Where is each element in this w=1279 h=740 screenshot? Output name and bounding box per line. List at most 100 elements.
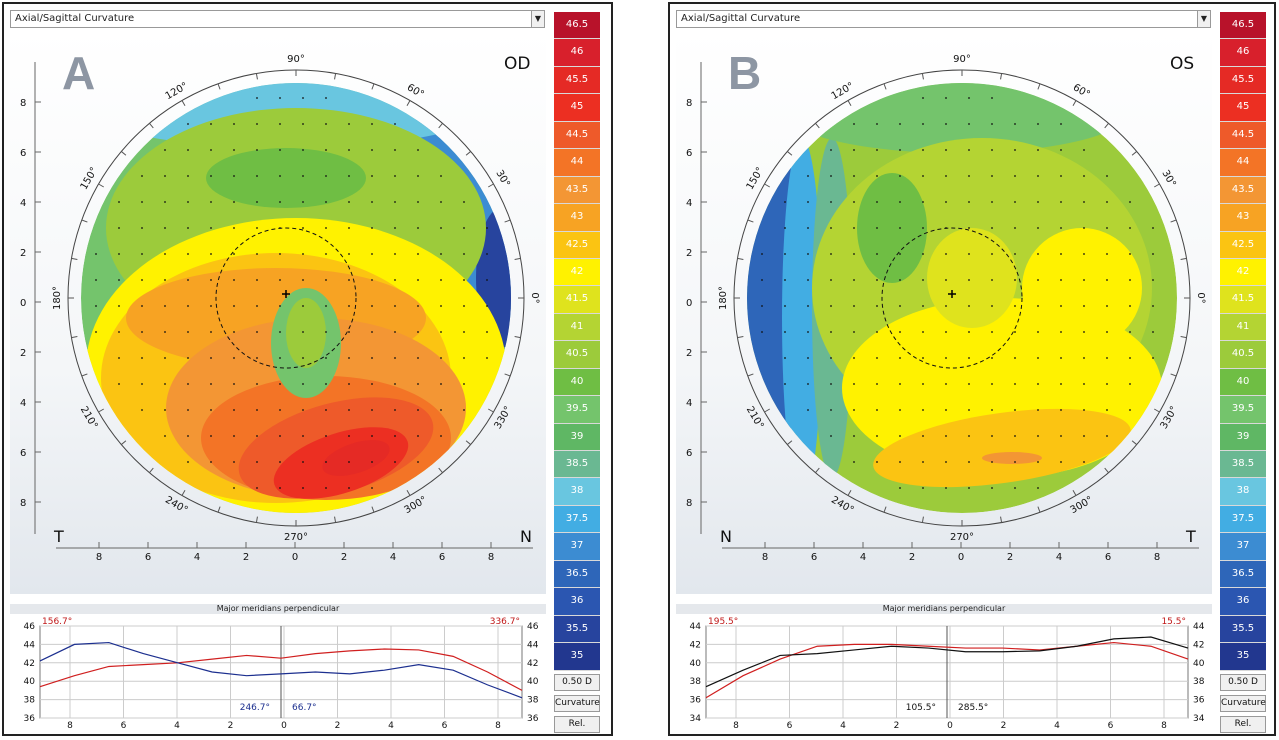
measurement-dot [1014, 253, 1016, 255]
measurement-dot [968, 123, 970, 125]
measurement-dot [1037, 227, 1039, 229]
scale-cell: 46 [554, 39, 600, 67]
measurement-dot [807, 331, 809, 333]
scale-cell: 35 [554, 643, 600, 671]
graph-title: Major meridians perpendicular [10, 604, 546, 614]
curvature-map-os[interactable]: 90°60°30°0°330°300°270°240°210°180°150°1… [674, 40, 1214, 560]
measurement-dot [279, 461, 281, 463]
measurement-dot [945, 357, 947, 359]
measurement-dot [1129, 227, 1131, 229]
measurement-dot [210, 305, 212, 307]
measurement-dot [945, 461, 947, 463]
measurement-dot [922, 97, 924, 99]
measurement-dot [279, 149, 281, 151]
measurement-dot [417, 305, 419, 307]
measurement-dot [348, 149, 350, 151]
protractor-tick [438, 467, 443, 473]
protractor-tick [1170, 373, 1177, 377]
y-axis-label: 6 [20, 448, 26, 459]
protractor-tick [737, 336, 744, 339]
step-button[interactable]: 0.50 D [1220, 674, 1266, 691]
degree-label: 0° [1195, 292, 1206, 303]
measurement-dot [371, 201, 373, 203]
measurement-dot [210, 149, 212, 151]
x-axis-label: 4 [1054, 721, 1060, 731]
measurement-dot [279, 123, 281, 125]
protractor-tick [737, 257, 744, 260]
scale-cell: 42 [554, 258, 600, 287]
measurement-dot [164, 149, 166, 151]
degree-label: 30° [1159, 168, 1177, 189]
angle-label-mid-left: 105.5° [906, 703, 936, 713]
x-axis-label: 4 [388, 721, 394, 731]
measurement-dot [1106, 253, 1108, 255]
measurement-dot [968, 305, 970, 307]
measurement-dot [830, 149, 832, 151]
measurement-dot [1060, 435, 1062, 437]
measurement-dot [371, 279, 373, 281]
degree-label: 120° [164, 81, 190, 103]
degree-label: 180° [718, 286, 729, 310]
measurement-dot [141, 279, 143, 281]
y-axis-label: 40 [690, 659, 702, 669]
chevron-down-icon[interactable]: ▼ [531, 11, 544, 27]
y-axis-label: 44 [527, 640, 539, 650]
map-type-dropdown[interactable]: Axial/Sagittal Curvature ▼ [676, 10, 1211, 28]
chevron-down-icon[interactable]: ▼ [1197, 11, 1210, 27]
x-axis-label: 2 [894, 721, 900, 731]
measurement-dot [1014, 123, 1016, 125]
measurement-dot [325, 149, 327, 151]
scale-cell: 43.5 [554, 176, 600, 205]
measurement-dot [1037, 253, 1039, 255]
measurement-dot [1060, 201, 1062, 203]
measurement-dot [807, 253, 809, 255]
curvature-button[interactable]: Curvature [1220, 695, 1266, 712]
measurement-dot [440, 279, 442, 281]
measurement-dot [830, 383, 832, 385]
measurement-dot [1037, 331, 1039, 333]
curvature-button[interactable]: Curvature [554, 695, 600, 712]
measurement-dot [945, 435, 947, 437]
panel-letter: A [62, 47, 96, 99]
measurement-dot [210, 123, 212, 125]
y-axis-label: 42 [690, 640, 701, 650]
measurement-dot [899, 409, 901, 411]
measurement-dot [876, 461, 878, 463]
y-axis-label: 8 [686, 98, 692, 109]
measurement-dot [922, 435, 924, 437]
map-type-dropdown[interactable]: Axial/Sagittal Curvature ▼ [10, 10, 545, 28]
x-axis-label: 0 [958, 552, 964, 560]
measurement-dot [325, 487, 327, 489]
measurement-dot [1014, 201, 1016, 203]
relative-button[interactable]: Rel. [554, 716, 600, 733]
measurement-dot [371, 383, 373, 385]
measurement-dot [302, 123, 304, 125]
step-button[interactable]: 0.50 D [554, 674, 600, 691]
measurement-dot [302, 409, 304, 411]
measurement-dot [348, 123, 350, 125]
measurement-dot [968, 409, 970, 411]
measurement-dot [394, 305, 396, 307]
measurement-dot [279, 279, 281, 281]
color-scale: 46.5 46 45.5 45 44.5 44 43.5 43 42.5 42 41.5 41 40.5… [1220, 12, 1266, 671]
x-axis-label: 8 [1161, 721, 1167, 731]
measurement-dot [899, 227, 901, 229]
measurement-dot [256, 383, 258, 385]
measurement-dot [187, 357, 189, 359]
protractor-tick [1180, 257, 1187, 260]
measurement-dot [440, 201, 442, 203]
measurement-dot [991, 409, 993, 411]
angle-label-left: 156.7° [42, 617, 72, 627]
pupil-outline [215, 227, 357, 369]
measurement-dot [302, 487, 304, 489]
measurement-dot [394, 201, 396, 203]
y-axis-label: 4 [686, 198, 692, 209]
scale-cell: 38.5 [1220, 451, 1266, 479]
scale-cell: 43 [1220, 204, 1266, 232]
measurement-dot [853, 331, 855, 333]
scale-cell: 46 [1220, 39, 1266, 67]
scale-cell: 40.5 [1220, 341, 1266, 369]
curvature-map-od[interactable]: 90°60°30°0°330°300°270°240°210°180°150°1… [8, 40, 548, 560]
relative-button[interactable]: Rel. [1220, 716, 1266, 733]
